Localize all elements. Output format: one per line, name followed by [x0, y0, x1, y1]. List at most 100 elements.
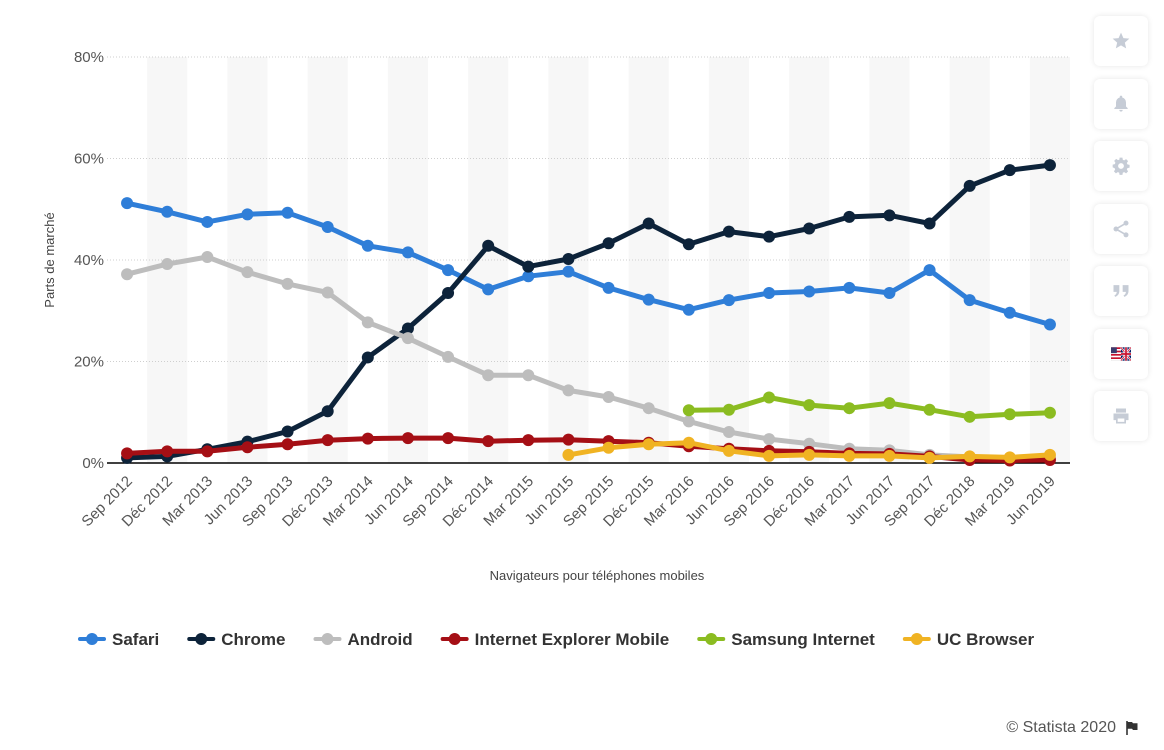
data-point[interactable] [321, 405, 334, 418]
data-point[interactable] [763, 391, 776, 404]
data-point[interactable] [642, 293, 655, 306]
legend-item[interactable]: Android [313, 630, 413, 649]
data-point[interactable] [482, 239, 495, 252]
data-point[interactable] [722, 225, 735, 238]
data-point[interactable] [401, 332, 414, 345]
data-point[interactable] [201, 215, 214, 228]
language-button[interactable] [1094, 328, 1148, 379]
data-point[interactable] [722, 426, 735, 439]
data-point[interactable] [1003, 306, 1016, 319]
print-button[interactable] [1094, 391, 1148, 441]
data-point[interactable] [923, 264, 936, 277]
data-point[interactable] [642, 438, 655, 451]
data-point[interactable] [1003, 164, 1016, 177]
data-point[interactable] [883, 449, 896, 462]
data-point[interactable] [722, 294, 735, 307]
legend-item[interactable]: UC Browser [902, 630, 1035, 649]
data-point[interactable] [121, 268, 134, 281]
data-point[interactable] [281, 425, 294, 438]
data-point[interactable] [883, 286, 896, 299]
data-point[interactable] [321, 286, 334, 299]
data-point[interactable] [963, 294, 976, 307]
data-point[interactable] [843, 402, 856, 415]
data-point[interactable] [1043, 318, 1056, 331]
data-point[interactable] [722, 403, 735, 416]
data-point[interactable] [843, 449, 856, 462]
data-point[interactable] [201, 445, 214, 458]
data-point[interactable] [682, 436, 695, 449]
data-point[interactable] [522, 260, 535, 273]
data-point[interactable] [562, 384, 575, 397]
data-point[interactable] [442, 286, 455, 299]
data-point[interactable] [602, 391, 615, 404]
data-point[interactable] [1003, 408, 1016, 421]
data-point[interactable] [161, 445, 174, 458]
data-point[interactable] [682, 303, 695, 316]
data-point[interactable] [361, 239, 374, 252]
data-point[interactable] [1043, 406, 1056, 419]
data-point[interactable] [482, 369, 495, 382]
data-point[interactable] [241, 266, 254, 279]
data-point[interactable] [763, 433, 776, 446]
data-point[interactable] [522, 270, 535, 283]
data-point[interactable] [763, 449, 776, 462]
data-point[interactable] [161, 205, 174, 218]
data-point[interactable] [161, 258, 174, 271]
data-point[interactable] [442, 432, 455, 445]
share-button[interactable] [1094, 203, 1148, 254]
data-point[interactable] [682, 415, 695, 428]
data-point[interactable] [803, 399, 816, 412]
data-point[interactable] [803, 285, 816, 298]
data-point[interactable] [401, 322, 414, 335]
data-point[interactable] [562, 252, 575, 265]
data-point[interactable] [923, 451, 936, 464]
data-point[interactable] [281, 206, 294, 219]
legend-item[interactable]: Safari [78, 630, 159, 649]
data-point[interactable] [1043, 448, 1056, 461]
data-point[interactable] [722, 444, 735, 457]
legend-item[interactable]: Chrome [187, 630, 285, 649]
data-point[interactable] [241, 208, 254, 221]
data-point[interactable] [562, 448, 575, 461]
data-point[interactable] [883, 209, 896, 222]
data-point[interactable] [522, 434, 535, 447]
data-point[interactable] [361, 316, 374, 329]
data-point[interactable] [642, 217, 655, 230]
data-point[interactable] [843, 281, 856, 294]
data-point[interactable] [121, 197, 134, 210]
settings-button[interactable] [1094, 141, 1148, 191]
data-point[interactable] [321, 221, 334, 234]
legend-item[interactable]: Internet Explorer Mobile [440, 630, 670, 649]
data-point[interactable] [482, 283, 495, 296]
data-point[interactable] [361, 432, 374, 445]
data-point[interactable] [803, 222, 816, 235]
data-point[interactable] [963, 410, 976, 423]
data-point[interactable] [803, 448, 816, 461]
data-point[interactable] [522, 369, 535, 382]
data-point[interactable] [321, 434, 334, 447]
data-point[interactable] [1043, 159, 1056, 172]
data-point[interactable] [121, 447, 134, 460]
data-point[interactable] [442, 264, 455, 277]
data-point[interactable] [923, 403, 936, 416]
data-point[interactable] [682, 238, 695, 251]
data-point[interactable] [281, 438, 294, 451]
data-point[interactable] [843, 210, 856, 223]
data-point[interactable] [562, 265, 575, 278]
data-point[interactable] [883, 397, 896, 410]
data-point[interactable] [642, 402, 655, 415]
data-point[interactable] [602, 281, 615, 294]
data-point[interactable] [562, 433, 575, 446]
data-point[interactable] [201, 250, 214, 263]
data-point[interactable] [602, 237, 615, 250]
data-point[interactable] [361, 351, 374, 364]
data-point[interactable] [401, 432, 414, 445]
data-point[interactable] [482, 435, 495, 448]
data-point[interactable] [401, 246, 414, 259]
data-point[interactable] [923, 217, 936, 230]
flag-icon[interactable] [1124, 720, 1140, 736]
data-point[interactable] [442, 350, 455, 363]
data-point[interactable] [602, 441, 615, 454]
legend-item[interactable]: Samsung Internet [697, 630, 875, 649]
data-point[interactable] [1003, 451, 1016, 464]
